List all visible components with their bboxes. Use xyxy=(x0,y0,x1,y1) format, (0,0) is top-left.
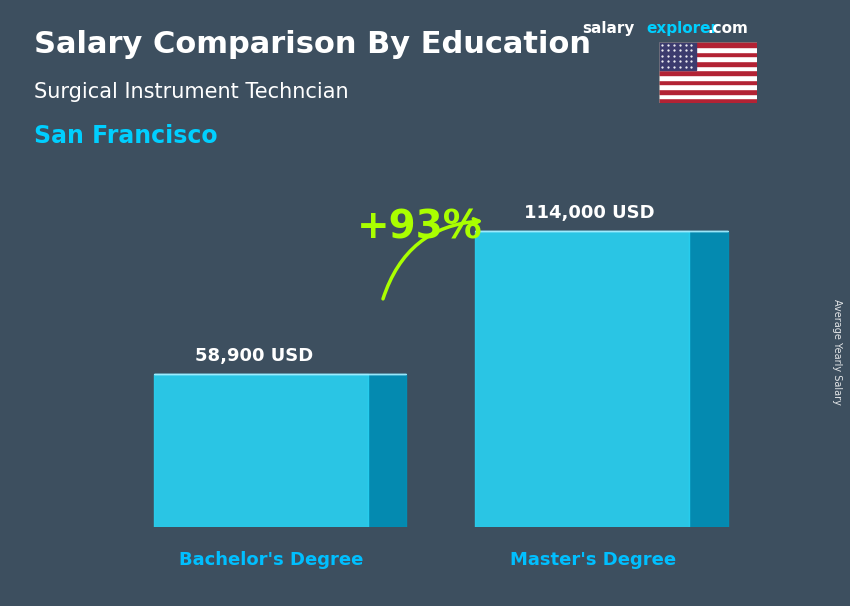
Bar xyxy=(659,42,696,70)
Bar xyxy=(659,75,756,80)
Text: +93%: +93% xyxy=(357,208,483,247)
Text: Master's Degree: Master's Degree xyxy=(510,551,676,568)
Bar xyxy=(659,42,756,47)
Bar xyxy=(475,231,689,527)
Bar xyxy=(659,47,756,52)
Bar xyxy=(659,61,756,65)
Polygon shape xyxy=(368,375,406,527)
Text: explorer: explorer xyxy=(646,21,718,36)
Bar xyxy=(659,98,756,103)
Bar xyxy=(659,56,756,61)
Text: 58,900 USD: 58,900 USD xyxy=(195,347,313,365)
Bar xyxy=(659,89,756,94)
Bar xyxy=(659,52,756,56)
Text: Average Yearly Salary: Average Yearly Salary xyxy=(832,299,842,404)
Text: 114,000 USD: 114,000 USD xyxy=(524,204,654,222)
Bar xyxy=(659,94,756,98)
Text: Bachelor's Degree: Bachelor's Degree xyxy=(179,551,364,568)
Text: salary: salary xyxy=(582,21,635,36)
Text: .com: .com xyxy=(707,21,748,36)
Text: Surgical Instrument Techncian: Surgical Instrument Techncian xyxy=(34,82,348,102)
Bar xyxy=(659,70,756,75)
Text: Salary Comparison By Education: Salary Comparison By Education xyxy=(34,30,591,59)
Bar xyxy=(659,65,756,70)
Bar xyxy=(154,375,368,527)
Polygon shape xyxy=(689,231,728,527)
Bar xyxy=(659,80,756,84)
Bar xyxy=(659,84,756,89)
Text: San Francisco: San Francisco xyxy=(34,124,218,148)
